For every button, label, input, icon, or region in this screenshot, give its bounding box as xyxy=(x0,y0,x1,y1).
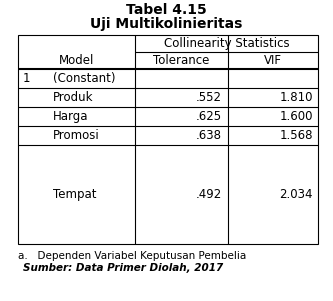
Text: 1.810: 1.810 xyxy=(279,91,313,104)
Text: Harga: Harga xyxy=(53,110,89,123)
Text: Model: Model xyxy=(59,54,94,67)
Text: Sumber: Data Primer Diolah, 2017: Sumber: Data Primer Diolah, 2017 xyxy=(23,263,223,273)
Text: 1.568: 1.568 xyxy=(279,129,313,142)
Text: .492: .492 xyxy=(196,188,222,201)
Text: 1: 1 xyxy=(23,72,31,85)
Text: 2.034: 2.034 xyxy=(279,188,313,201)
Text: a.   Dependen Variabel Keputusan Pembelia: a. Dependen Variabel Keputusan Pembelia xyxy=(18,251,246,261)
Text: 1.600: 1.600 xyxy=(279,110,313,123)
Text: Produk: Produk xyxy=(53,91,94,104)
Text: VIF: VIF xyxy=(264,54,282,67)
Text: Promosi: Promosi xyxy=(53,129,100,142)
Text: Tabel 4.15: Tabel 4.15 xyxy=(126,3,206,17)
Text: Tempat: Tempat xyxy=(53,188,97,201)
Text: Collinearity Statistics: Collinearity Statistics xyxy=(164,37,289,50)
Text: .552: .552 xyxy=(196,91,222,104)
Text: .625: .625 xyxy=(196,110,222,123)
Text: .638: .638 xyxy=(196,129,222,142)
Text: Tolerance: Tolerance xyxy=(153,54,210,67)
Bar xyxy=(18,35,318,244)
Text: Uji Multikolinieritas: Uji Multikolinieritas xyxy=(90,17,242,31)
Text: (Constant): (Constant) xyxy=(53,72,116,85)
